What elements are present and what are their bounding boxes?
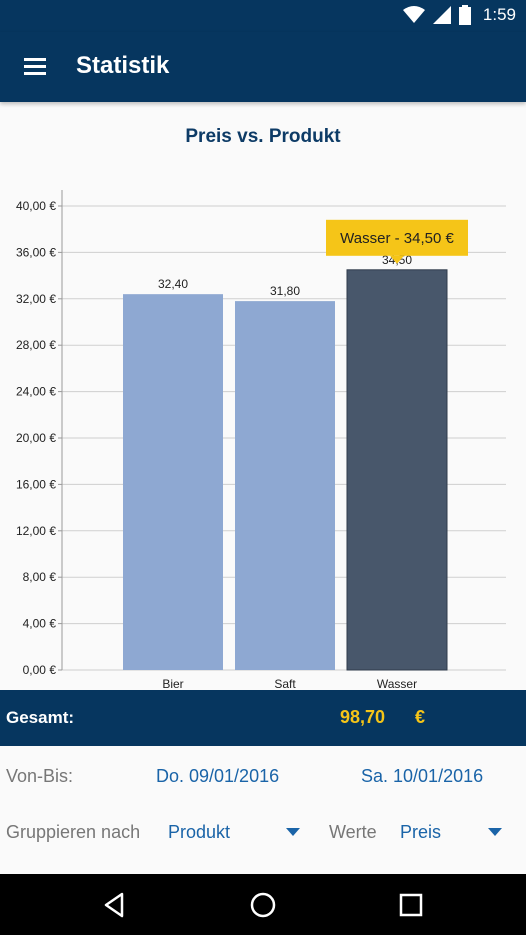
bar-saft [235, 301, 335, 670]
bar-chart[interactable]: 0,00 € 4,00 € 8,00 € 12,00 € 16,00 € 20,00 € 2… [0, 102, 526, 690]
x-tick-label: Wasser [377, 677, 417, 690]
chart-title: Preis vs. Produkt [185, 126, 341, 147]
date-range-label: Von-Bis: [6, 766, 74, 786]
app-bar: Statistik [0, 32, 526, 102]
status-time: 1:59 [482, 5, 516, 24]
y-tick-label: 40,00 € [16, 199, 56, 213]
date-from-field[interactable]: Do. 09/01/2016 [156, 766, 280, 786]
group-by-label: Gruppieren nach [6, 822, 141, 842]
battery-icon [458, 5, 471, 25]
page-title: Statistik [76, 52, 170, 79]
x-tick-label: Bier [162, 677, 183, 690]
navigation-bar [0, 874, 526, 935]
chart-area: Preis vs. Produkt 0,00 € 4,00 € 8,00 € 12,0… [0, 102, 526, 690]
summary-bar: Gesamt: 98,70 € [0, 690, 526, 746]
y-tick-label: 24,00 € [16, 385, 56, 399]
hamburger-menu-icon[interactable] [18, 52, 52, 82]
x-tick-label: Saft [274, 677, 296, 690]
bar-value-label: 32,40 [158, 277, 188, 291]
signal-icon [432, 6, 451, 24]
status-bar: 1:59 [0, 0, 526, 32]
recents-icon[interactable] [394, 888, 428, 922]
bar-wasser [346, 269, 448, 671]
y-tick-label: 4,00 € [23, 617, 57, 631]
y-tick-label: 32,00 € [16, 292, 56, 306]
total-currency: € [415, 707, 426, 727]
date-to-field[interactable]: Sa. 10/01/2016 [361, 766, 484, 786]
tooltip-box [326, 219, 468, 256]
bar-bier [123, 294, 223, 670]
home-icon[interactable] [246, 888, 280, 922]
back-icon[interactable] [98, 888, 132, 922]
values-select[interactable]: Preis [400, 822, 442, 842]
group-by-select[interactable]: Produkt [168, 822, 231, 842]
status-icons: 1:59 [402, 5, 516, 25]
y-tick-label: 36,00 € [16, 245, 56, 259]
group-by-chevron-down-icon[interactable] [286, 828, 300, 836]
filter-panel: Von-Bis: Do. 09/01/2016 Sa. 10/01/2016 G… [0, 746, 526, 874]
tooltip-text: Wasser - 34,50 € [340, 230, 454, 247]
tooltip-pointer [390, 255, 404, 264]
total-label: Gesamt: [6, 708, 75, 727]
y-tick-label: 28,00 € [16, 338, 56, 352]
values-label: Werte [329, 822, 377, 842]
y-tick-label: 20,00 € [16, 431, 56, 445]
bar-value-label: 31,80 [270, 284, 300, 298]
y-tick-label: 16,00 € [16, 477, 56, 491]
y-tick-label: 12,00 € [16, 524, 56, 538]
wifi-icon [402, 6, 425, 23]
values-chevron-down-icon[interactable] [488, 828, 502, 836]
y-tick-label: 8,00 € [23, 570, 57, 584]
total-value: 98,70 [340, 707, 386, 727]
y-tick-label: 0,00 € [23, 663, 57, 677]
